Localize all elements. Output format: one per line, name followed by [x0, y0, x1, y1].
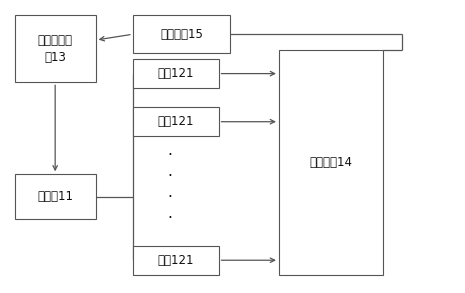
Bar [279, 50, 383, 275]
Bar [133, 246, 219, 275]
Text: ·
·
·
·: · · · · [167, 148, 173, 226]
Bar [14, 174, 96, 219]
Bar [133, 15, 230, 53]
Text: 光纤121: 光纤121 [158, 115, 194, 128]
Bar [14, 15, 96, 82]
Text: 光纤121: 光纤121 [158, 254, 194, 267]
Bar [133, 107, 219, 136]
Text: 耦合检测模
块13: 耦合检测模 块13 [38, 34, 73, 64]
Bar [133, 59, 219, 88]
Text: 光功率计14: 光功率计14 [310, 156, 352, 169]
Text: 光纤121: 光纤121 [158, 67, 194, 80]
Text: 控制模块15: 控制模块15 [160, 28, 203, 41]
Text: 光模块11: 光模块11 [37, 190, 73, 203]
